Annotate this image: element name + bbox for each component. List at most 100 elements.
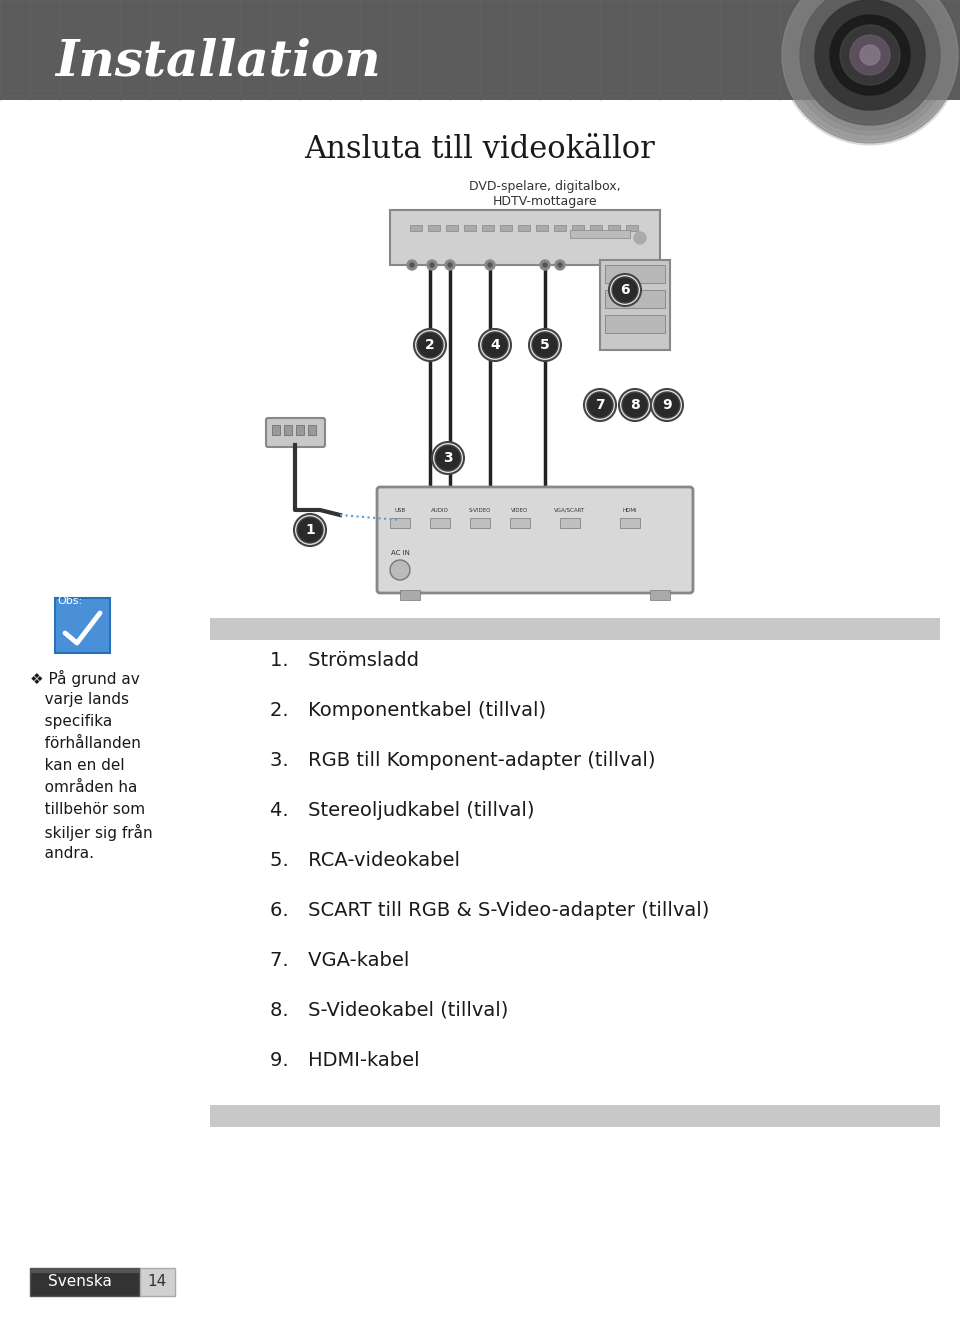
Circle shape	[855, 40, 885, 70]
Text: Installation: Installation	[55, 37, 380, 87]
Bar	[140, 1268, 175, 1297]
Bar	[428, 226, 440, 231]
Text: HDMI: HDMI	[623, 508, 637, 513]
Bar	[518, 226, 530, 231]
Bar	[272, 425, 280, 435]
Bar	[554, 226, 566, 231]
Circle shape	[840, 25, 900, 84]
Text: 7: 7	[595, 398, 605, 412]
Bar	[430, 518, 450, 528]
Circle shape	[612, 277, 638, 303]
Text: Ansluta till videokällor: Ansluta till videokällor	[304, 135, 656, 165]
Circle shape	[485, 260, 495, 270]
Bar	[605, 315, 665, 332]
Bar	[284, 425, 292, 435]
Circle shape	[558, 262, 562, 266]
Circle shape	[482, 332, 508, 357]
Circle shape	[297, 517, 323, 543]
Circle shape	[860, 45, 880, 65]
Circle shape	[634, 232, 646, 244]
Bar	[390, 518, 410, 528]
Circle shape	[780, 0, 960, 145]
Circle shape	[651, 389, 683, 421]
Circle shape	[800, 0, 940, 125]
Bar	[600, 260, 670, 350]
Text: specifika: specifika	[30, 714, 112, 729]
Bar	[570, 230, 630, 237]
Circle shape	[850, 36, 890, 75]
Text: 4: 4	[491, 338, 500, 352]
Circle shape	[417, 332, 443, 357]
Bar	[210, 619, 940, 640]
Text: 14: 14	[148, 1274, 167, 1290]
Bar	[446, 226, 458, 231]
Text: 5: 5	[540, 338, 550, 352]
Circle shape	[790, 0, 950, 135]
Circle shape	[390, 561, 410, 580]
Bar	[30, 1268, 140, 1297]
Text: kan en del: kan en del	[30, 758, 125, 773]
Circle shape	[865, 50, 875, 59]
Text: S-VIDEO: S-VIDEO	[468, 508, 492, 513]
Text: andra.: andra.	[30, 845, 94, 861]
Circle shape	[430, 262, 434, 266]
Bar	[55, 598, 110, 653]
Bar	[390, 210, 660, 265]
Circle shape	[805, 0, 935, 120]
Text: VGA/SCART: VGA/SCART	[554, 508, 586, 513]
Text: 8: 8	[630, 398, 640, 412]
Text: USB: USB	[395, 508, 405, 513]
Bar	[410, 226, 422, 231]
Bar	[650, 590, 670, 600]
Circle shape	[795, 0, 945, 131]
Bar	[536, 226, 548, 231]
Circle shape	[532, 332, 558, 357]
Circle shape	[840, 25, 900, 84]
Text: tillbehör som: tillbehör som	[30, 802, 145, 816]
Circle shape	[850, 36, 890, 75]
Circle shape	[654, 392, 680, 418]
Bar	[464, 226, 476, 231]
Bar	[400, 590, 420, 600]
Circle shape	[432, 442, 464, 474]
Circle shape	[830, 15, 910, 95]
Text: VIDEO: VIDEO	[512, 508, 529, 513]
Bar	[605, 290, 665, 309]
Text: 4. Stereoljudkabel (tillval): 4. Stereoljudkabel (tillval)	[270, 801, 535, 819]
Bar	[308, 425, 316, 435]
Circle shape	[445, 260, 455, 270]
Circle shape	[830, 15, 910, 95]
Bar	[0, 0, 960, 100]
Bar	[482, 226, 494, 231]
Circle shape	[800, 0, 940, 125]
Text: 6. SCART till RGB & S-Video-adapter (tillval): 6. SCART till RGB & S-Video-adapter (til…	[270, 901, 709, 919]
Bar	[560, 518, 580, 528]
Circle shape	[825, 11, 915, 100]
Circle shape	[860, 45, 880, 65]
Circle shape	[820, 5, 920, 106]
Circle shape	[810, 0, 930, 115]
Text: Obs:: Obs:	[57, 596, 83, 605]
Circle shape	[410, 262, 414, 266]
Bar	[30, 1268, 140, 1273]
Circle shape	[584, 389, 616, 421]
Text: Svenska: Svenska	[48, 1274, 112, 1290]
Circle shape	[414, 328, 446, 361]
Bar	[605, 265, 665, 284]
Circle shape	[785, 0, 955, 140]
Bar	[590, 226, 602, 231]
Text: AC IN: AC IN	[391, 550, 409, 557]
Text: 9. HDMI-kabel: 9. HDMI-kabel	[270, 1050, 420, 1070]
Circle shape	[587, 392, 613, 418]
Circle shape	[407, 260, 417, 270]
Bar	[608, 226, 620, 231]
Bar	[470, 518, 490, 528]
Text: DVD-spelare, digitalbox,
HDTV-mottagare: DVD-spelare, digitalbox, HDTV-mottagare	[469, 179, 621, 208]
Circle shape	[815, 0, 925, 109]
Text: ❖ På grund av: ❖ På grund av	[30, 670, 140, 687]
Text: 9: 9	[662, 398, 672, 412]
Bar	[510, 518, 530, 528]
Bar	[620, 518, 640, 528]
Circle shape	[845, 30, 895, 80]
Bar	[626, 226, 638, 231]
